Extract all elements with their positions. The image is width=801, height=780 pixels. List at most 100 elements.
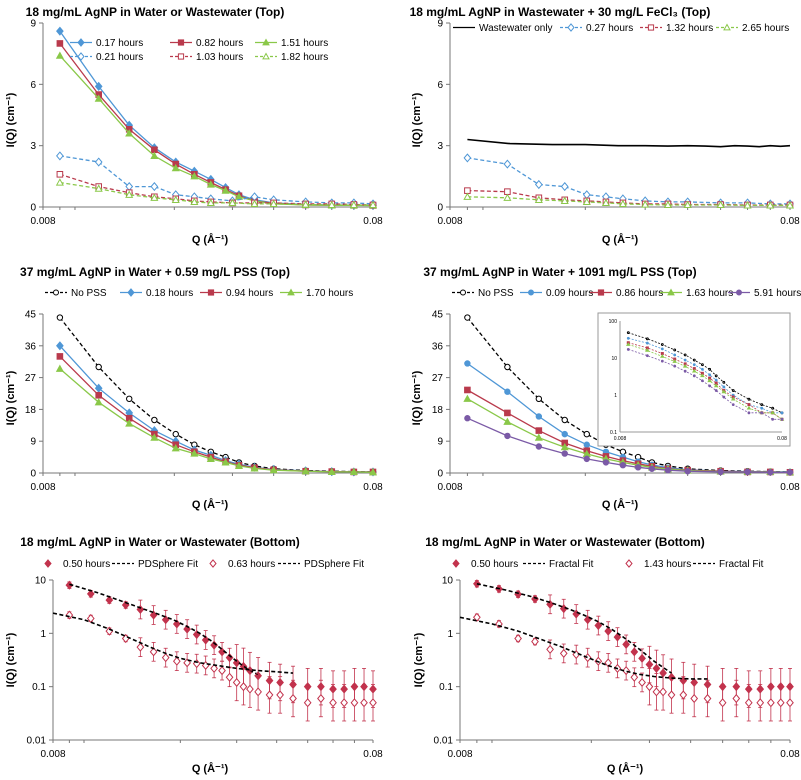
data-point [503,417,512,425]
inset-point [626,331,630,335]
inset-point [691,368,697,373]
inset-point [645,348,650,352]
data-point [56,353,64,360]
data-point [228,198,237,207]
series-6 [55,178,378,209]
data-point [317,693,325,704]
data-point [622,666,630,676]
data-point [618,199,627,208]
data-point [473,579,481,589]
data-point [218,666,226,676]
chart-title: 18 mg/mL AgNP in Wastewater + 30 mg/L Fe… [410,5,711,19]
data-point [239,682,248,692]
data-point [679,690,688,700]
inset-point [722,385,726,389]
data-point [659,687,667,697]
data-point [126,395,133,402]
x-tick-label: 0.08 [363,749,383,760]
data-point [602,459,610,466]
inset-point [692,358,696,362]
data-point [785,201,795,209]
legend-label: Fractal Fit [549,559,594,570]
inset-point [714,378,718,382]
inset-point [660,343,664,346]
inset-point [645,354,649,358]
series-3 [473,612,794,722]
series-line [467,138,791,148]
series-line [59,155,374,205]
data-point [340,698,348,708]
series-line [52,612,294,674]
inset-point [645,337,649,341]
data-point [172,619,181,629]
data-point [206,454,215,462]
data-point [125,129,134,137]
legend-label: 0.50 hours [63,559,110,570]
legend-label: No PSS [478,288,514,299]
x-tick-label: 0.008 [30,216,55,227]
data-point [464,314,471,321]
inset-x-tick-label: 0.008 [614,436,627,442]
legend-marker [736,289,742,296]
inset-point [645,341,649,345]
legend-marker [528,289,534,296]
data-point [718,698,727,708]
data-point [65,580,74,590]
data-point [683,200,692,209]
inset-point [770,410,775,415]
data-point [232,677,241,688]
inset-point [747,411,751,415]
data-point [172,430,179,438]
inset-point [722,395,726,399]
legend-marker [262,52,270,60]
inset-point [692,374,696,378]
data-point [767,698,775,708]
data-point [463,192,472,200]
legend-item: 0.21 hours [70,52,143,63]
data-point [172,656,181,666]
data-point [703,693,712,704]
data-point [744,698,753,708]
data-point [94,157,103,167]
data-point [503,193,512,201]
chart-panel-6: 18 mg/mL AgNP in Water or Wastewater (Bo… [413,535,800,775]
data-point [504,409,511,417]
legend-item: 5.91 hours [728,288,801,299]
data-point [561,430,568,438]
y-tick-label: 6 [30,80,36,91]
inset-point [771,417,775,421]
legend-label: PDSphere Fit [138,559,198,570]
y-tick-label: 10 [35,576,47,587]
data-point [125,190,134,198]
legend-item: 0.86 hours [590,288,663,299]
data-point [206,198,215,207]
data-point [663,200,672,209]
legend-marker [207,289,215,296]
legend-item: 1.32 hours [640,23,713,34]
data-point [265,690,274,700]
inset-point [714,374,718,378]
legend-label: 0.94 hours [226,288,273,299]
data-point [582,197,591,205]
y-tick-label: 0.1 [439,682,453,693]
y-tick-label: 45 [432,310,444,321]
inset-point [747,397,751,401]
data-point [583,455,590,463]
data-point [630,672,639,682]
chart-title: 18 mg/mL AgNP in Water or Wastewater (Bo… [20,535,300,549]
series-4 [56,151,377,209]
data-point [619,448,627,455]
data-point [514,633,522,644]
inset-y-tick-label: 1 [614,393,617,399]
legend-marker [597,289,605,296]
legend-item: 1.43 hours [625,559,691,570]
data-point [464,360,471,367]
y-tick-label: 27 [25,373,37,384]
series-line [459,616,708,680]
series-2 [56,341,377,477]
inset-point [760,411,764,415]
y-tick-label: 1 [447,629,453,640]
data-point [604,626,613,636]
data-point [125,181,134,192]
legend-marker [452,559,460,568]
